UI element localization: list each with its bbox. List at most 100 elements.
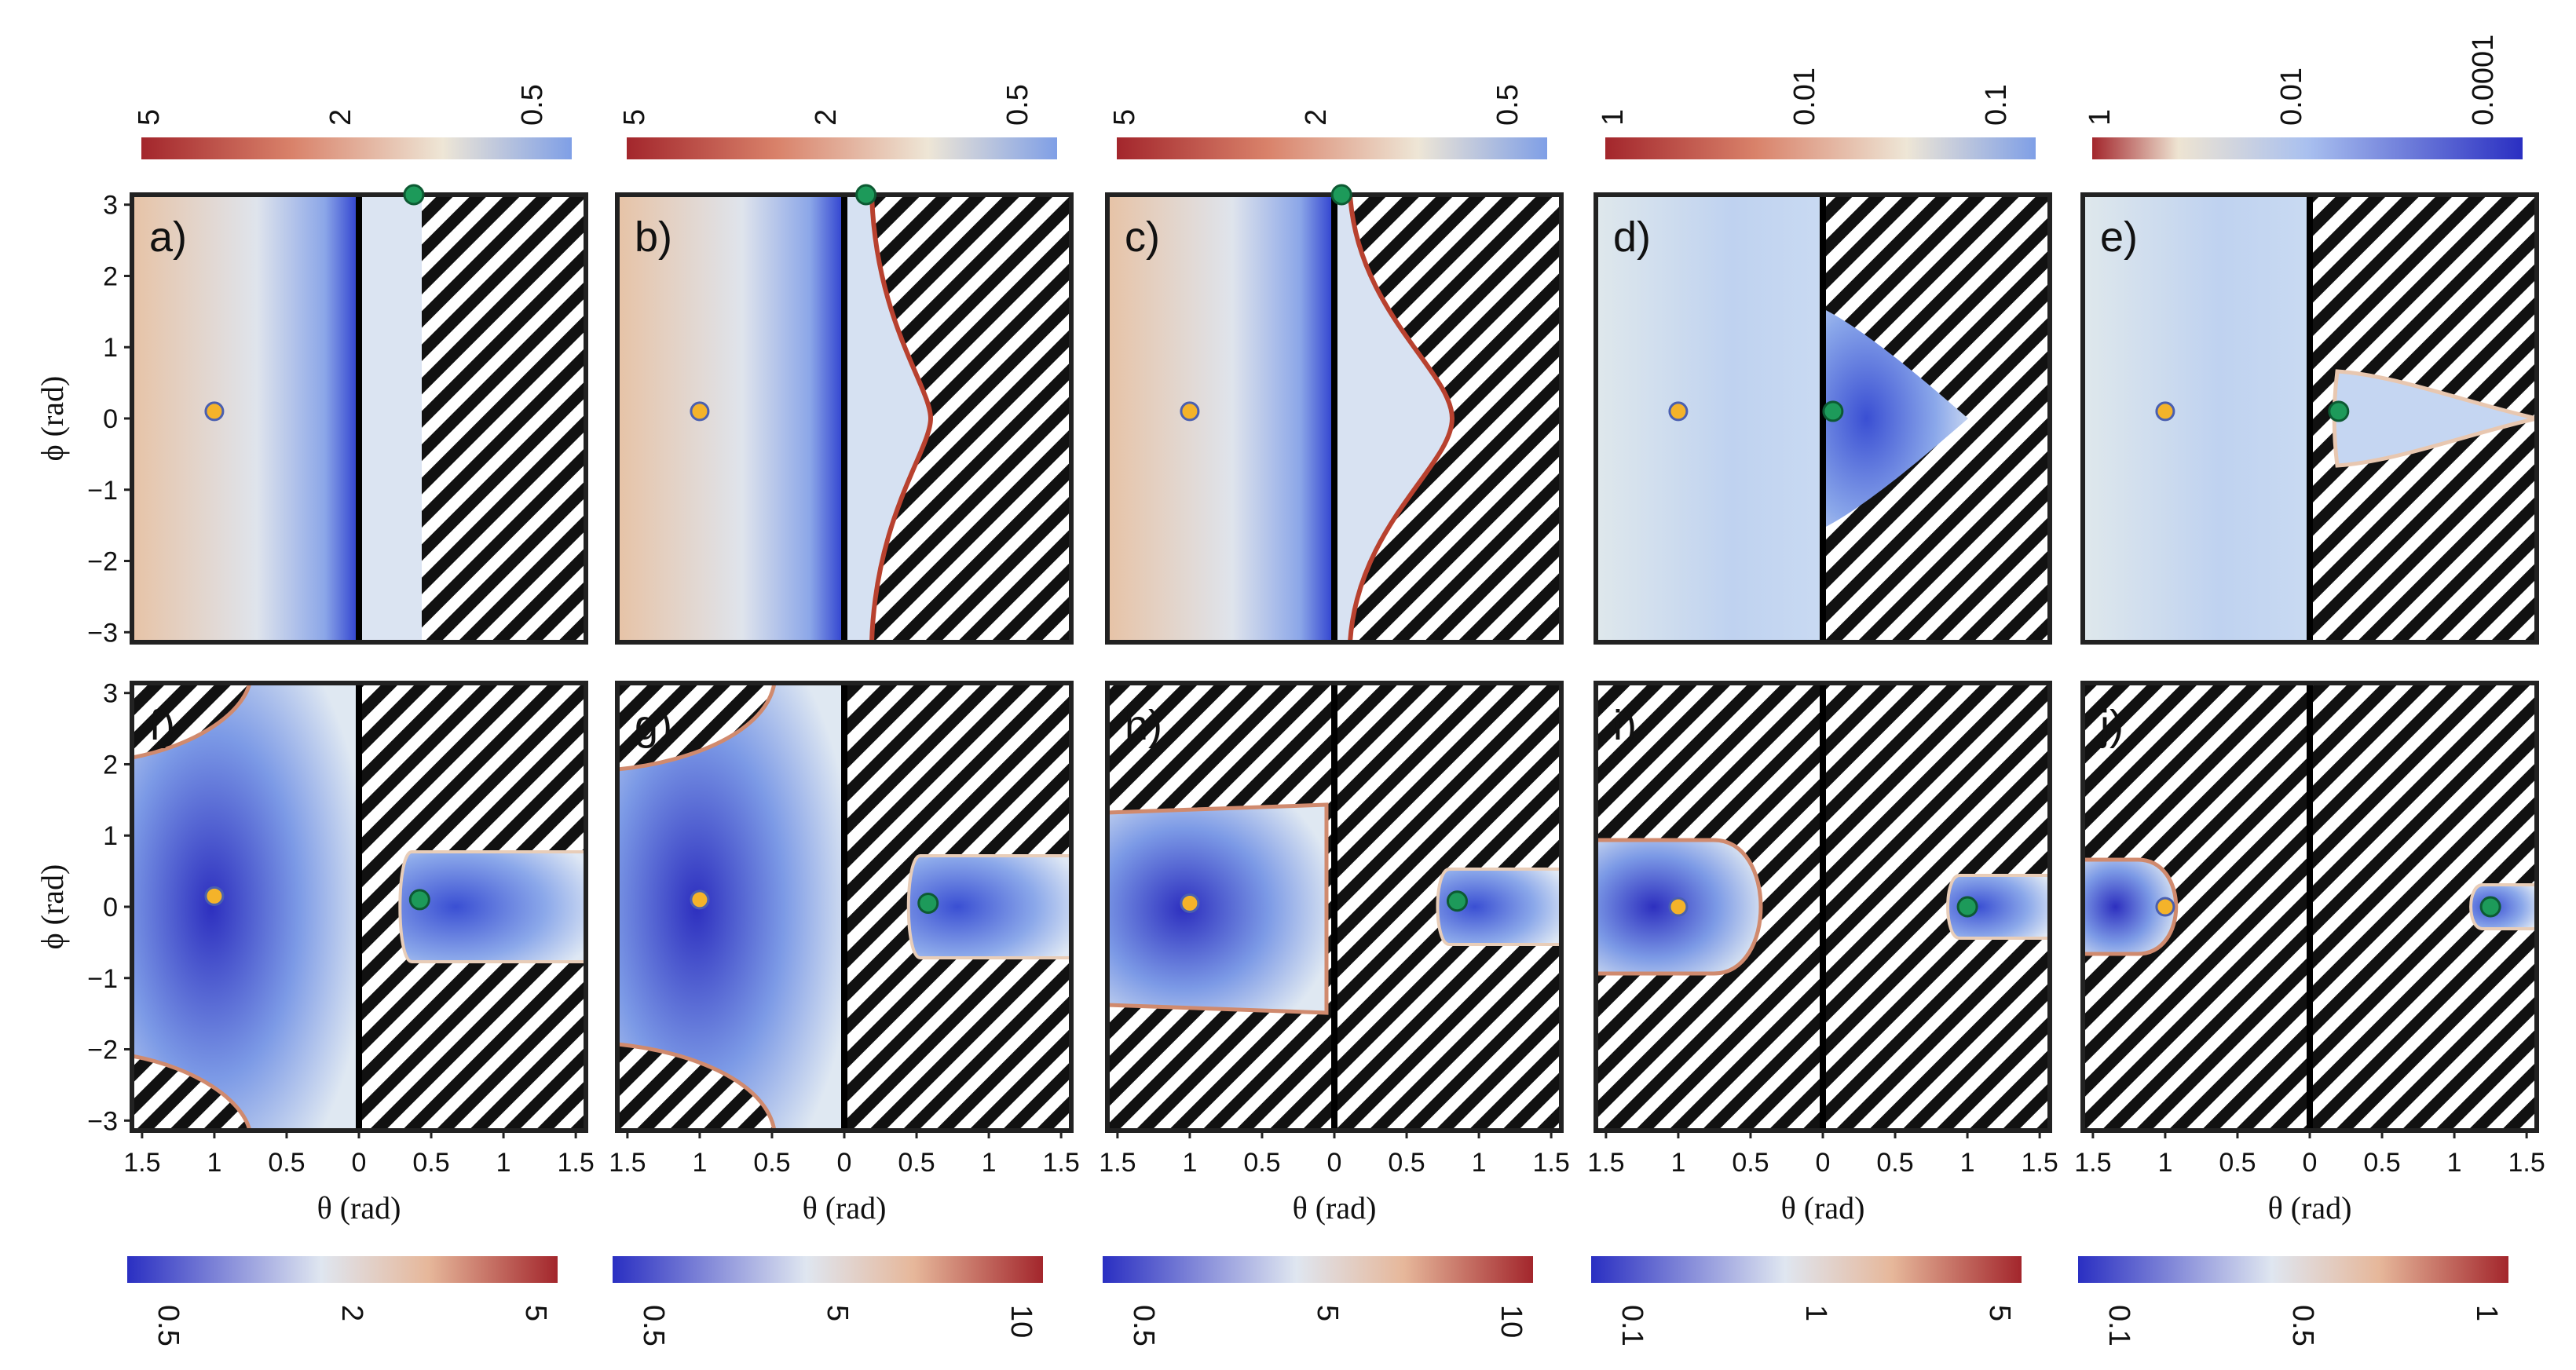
- x-tick-label: 0.5: [412, 1148, 449, 1178]
- allowed-region-right: [842, 195, 934, 642]
- bottom-colorbar-2: [613, 1256, 1043, 1283]
- x-tick-label: 1: [1670, 1148, 1685, 1178]
- bottom-colorbar-tick: 1: [1799, 1305, 1832, 1321]
- allowed-region-left: [2083, 857, 2179, 956]
- allowed-region-left: [132, 683, 361, 1131]
- green-point: [1330, 184, 1352, 206]
- top-colorbar-tick: 2: [810, 109, 843, 126]
- green-point: [403, 184, 425, 206]
- x-tick-label: 1.5: [1532, 1148, 1569, 1178]
- bottom-colorbar-tick: 0.5: [2286, 1305, 2319, 1346]
- bottom-colorbar-4: [1591, 1256, 2022, 1283]
- x-axis-label: θ (rad): [2268, 1190, 2352, 1226]
- bottom-colorbar-tick: 1: [2470, 1305, 2503, 1321]
- yellow-point: [1668, 401, 1689, 422]
- allowed-region-left: [617, 683, 847, 1131]
- x-axis-label: θ (rad): [1293, 1190, 1377, 1226]
- green-point: [408, 889, 430, 911]
- allowed-region-right: [1332, 195, 1455, 642]
- heatmap-panels: a) 3 2 1 0 −1 −2 −3 ϕ (rad) b) c) d) e) f) 3 2 1 0 −1 −2 −3 ϕ…: [35, 184, 2545, 1226]
- y-tick-label: −2: [87, 1036, 118, 1065]
- yellow-point: [1180, 401, 1200, 422]
- yellow-point: [204, 401, 225, 422]
- green-point: [917, 892, 939, 914]
- top-colorbar-tick: 0.5: [516, 84, 549, 126]
- x-tick-label: 1: [207, 1148, 221, 1178]
- panel-f: f) 3 2 1 0 −1 −2 −3 ϕ (rad) 1.5 1 0.5 0 0.5 1 1.5 θ (rad…: [35, 679, 595, 1226]
- y-tick-label: 3: [103, 679, 118, 709]
- top-colorbar-2: [627, 137, 1057, 159]
- panel-label: e): [2100, 214, 2138, 261]
- bottom-colorbar-tick: 10: [1495, 1305, 1528, 1338]
- x-tick-label: 1.5: [2508, 1148, 2545, 1178]
- panel-e: e): [2080, 192, 2539, 645]
- panel-b: b): [615, 184, 1074, 645]
- green-point: [1822, 400, 1844, 422]
- yellow-point: [690, 401, 710, 422]
- panel-label: h): [1125, 702, 1162, 749]
- allowed-region-right: [1823, 309, 1968, 528]
- y-axis-label: ϕ (rad): [35, 864, 70, 950]
- green-point: [1446, 890, 1468, 912]
- top-colorbar-tick: 0.0001: [2467, 35, 2500, 126]
- bottom-colorbar-tick: 5: [519, 1305, 552, 1321]
- x-tick-label: 0.5: [1876, 1148, 1913, 1178]
- yellow-point: [2155, 401, 2175, 422]
- top-colorbar-tick: 0.1: [1980, 84, 2013, 126]
- x-tick-label: 0: [2303, 1148, 2318, 1178]
- x-tick-label: 1: [1472, 1148, 1487, 1178]
- panel-label: c): [1125, 214, 1160, 261]
- allowed-region-right: [1436, 868, 1561, 946]
- allowed-region-right: [359, 195, 422, 642]
- allowed-region-left: [2083, 195, 2310, 642]
- x-tick-label: 1: [692, 1148, 707, 1178]
- top-colorbar-tick: 5: [1108, 109, 1141, 126]
- bottom-colorbar-1: [127, 1256, 558, 1283]
- allowed-region-left: [617, 195, 844, 642]
- panel-label: d): [1613, 214, 1651, 261]
- x-tick-label: 0.5: [898, 1148, 935, 1178]
- x-tick-label: 1.5: [1042, 1148, 1079, 1178]
- panel-label: f): [149, 702, 175, 749]
- y-tick-label: 0: [103, 893, 118, 922]
- bottom-colorbars: 0.5 2 5 0.5 5 10 0.5 5 10 0.1 1 5 0.1 0.5 1: [127, 1256, 2508, 1346]
- panel-content: [617, 195, 1071, 642]
- panel-content: [1596, 195, 2050, 642]
- top-colorbar-4: [1605, 137, 2036, 159]
- panel-j: j) 1.5 1 0.5 0 0.5 1 1.5 θ (rad): [2074, 681, 2545, 1226]
- green-point: [2328, 400, 2350, 422]
- x-tick-label: 1: [496, 1148, 511, 1178]
- panel-content: [132, 683, 586, 1131]
- bottom-colorbar-tick: 0.1: [2102, 1305, 2135, 1346]
- allowed-region-left: [1107, 195, 1334, 642]
- x-tick-label: 0.5: [753, 1148, 790, 1178]
- x-tick-label: 1.5: [1099, 1148, 1136, 1178]
- bottom-colorbar-tick: 0.1: [1615, 1305, 1648, 1346]
- y-tick-label: −2: [87, 547, 118, 577]
- x-axis-label: θ (rad): [1781, 1190, 1865, 1226]
- y-tick-label: −3: [87, 618, 118, 648]
- bottom-colorbar-tick: 5: [1983, 1305, 2016, 1321]
- panel-content: [2083, 195, 2537, 642]
- y-tick-label: 1: [103, 821, 118, 851]
- allowed-region-left: [132, 195, 359, 642]
- panel-a: a) 3 2 1 0 −1 −2 −3 ϕ (rad): [35, 184, 588, 648]
- allowed-region-right: [398, 850, 586, 963]
- x-tick-label: 1: [982, 1148, 997, 1178]
- top-colorbar-tick: 0.5: [1491, 84, 1524, 126]
- panel-label: j): [2098, 702, 2124, 749]
- x-tick-label: 0.5: [2219, 1148, 2256, 1178]
- panel-g: g) 1.5 1 0.5 0 0.5 1 1.5 θ (rad): [609, 681, 1080, 1226]
- top-colorbar-1: [141, 137, 572, 159]
- x-tick-label: 1.5: [123, 1148, 160, 1178]
- panel-i: i) 1.5 1 0.5 0 0.5 1 1.5 θ (rad): [1587, 681, 2058, 1226]
- green-point: [1956, 896, 1978, 918]
- y-axis-label: ϕ (rad): [35, 376, 70, 462]
- top-colorbar-tick: 5: [618, 109, 651, 126]
- allowed-region-right: [2332, 369, 2537, 468]
- top-colorbar-tick: 1: [2084, 109, 2117, 126]
- x-tick-label: 0.5: [1388, 1148, 1425, 1178]
- top-colorbar-3: [1117, 137, 1547, 159]
- top-colorbar-tick: 0.01: [1788, 68, 1821, 126]
- y-tick-label: 3: [103, 191, 118, 221]
